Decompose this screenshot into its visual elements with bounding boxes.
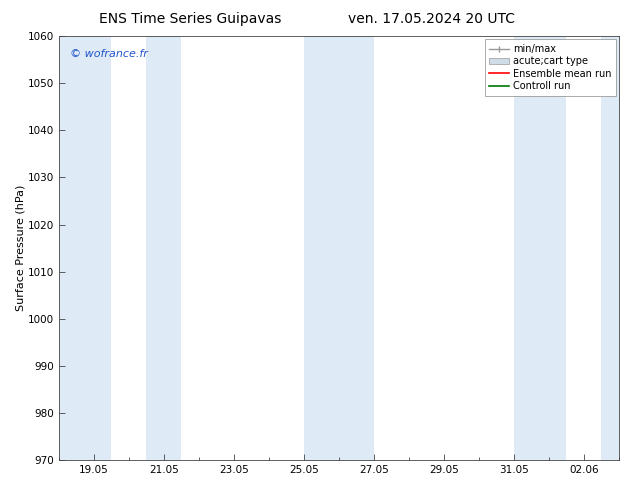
Text: © wofrance.fr: © wofrance.fr xyxy=(70,49,148,59)
Bar xyxy=(146,36,181,460)
Text: ven. 17.05.2024 20 UTC: ven. 17.05.2024 20 UTC xyxy=(347,12,515,26)
Legend: min/max, acute;cart type, Ensemble mean run, Controll run: min/max, acute;cart type, Ensemble mean … xyxy=(484,39,616,96)
Bar xyxy=(602,36,619,460)
Bar xyxy=(304,36,374,460)
Bar xyxy=(514,36,567,460)
Text: ENS Time Series Guipavas: ENS Time Series Guipavas xyxy=(99,12,281,26)
Bar xyxy=(59,36,112,460)
Y-axis label: Surface Pressure (hPa): Surface Pressure (hPa) xyxy=(15,185,25,311)
